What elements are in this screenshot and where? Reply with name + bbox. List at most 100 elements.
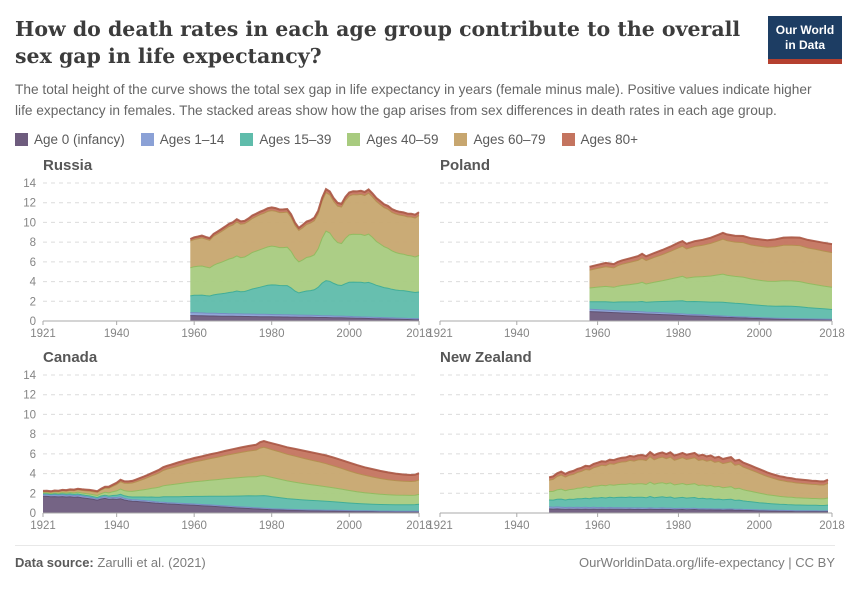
area-outline-ages-15-39 (549, 496, 829, 507)
legend-item-ages-80[interactable]: Ages 80+ (561, 132, 638, 148)
chart-canvas-poland: 1921 1940 1960 1980 2000 2018 (427, 182, 845, 340)
x-tick-label: 1980 (259, 328, 285, 340)
area-ages-15-39 (190, 280, 419, 319)
area-outline-ages-1-14 (190, 312, 419, 320)
area-outline-ages-40-59 (190, 230, 420, 269)
legend-label: Age 0 (infancy) (34, 132, 125, 148)
area-age-0-infancy (43, 496, 419, 514)
area-ages-15-39 (589, 300, 832, 320)
y-tick-label: 8 (30, 429, 36, 441)
area-outline-age-0-infancy (42, 495, 419, 513)
legend-label: Ages 40–59 (366, 132, 439, 148)
y-tick-label: 6 (30, 449, 36, 461)
legend-swatch-ages-80 (561, 133, 575, 147)
area-ages-60-79 (549, 456, 828, 499)
area-outline-ages-80 (548, 450, 829, 483)
x-tick-label: 2018 (406, 328, 432, 340)
area-outline-ages-40-59 (589, 273, 833, 289)
legend-item-age-0-infancy[interactable]: Age 0 (infancy) (15, 132, 125, 147)
y-tick-label: 8 (30, 237, 36, 249)
header: How do death rates in each age group con… (15, 16, 842, 121)
footer: Data source: Zarulli et al. (2021) OurWo… (15, 545, 835, 570)
legend-swatch-ages-40-59 (347, 133, 361, 147)
chart-canvas-new-zealand: 1921 1940 1960 1980 2000 2018 (427, 374, 845, 532)
area-ages-60-79 (190, 192, 419, 269)
x-tick-label: 1960 (585, 328, 611, 340)
x-tick-label: 2000 (336, 520, 362, 532)
area-age-0-infancy (549, 509, 828, 514)
owid-logo[interactable]: Our World in Data (768, 16, 842, 64)
chart-canvas-canada: 1921 1940 1960 1980 2000 2018 0 2 4 6 8 10 12 14 (23, 370, 432, 532)
area-outline-ages-80 (189, 187, 420, 241)
area-outline-ages-60-79 (42, 446, 420, 494)
area-outline-ages-15-39 (190, 280, 420, 297)
x-tick-label: 1921 (30, 520, 56, 532)
chart-panel-new-zealand: New Zealand 1921 1940 1960 1980 2000 2018 (427, 349, 845, 535)
area-outline-age-0-infancy (190, 315, 419, 321)
x-tick-label: 1960 (181, 520, 207, 532)
y-tick-label: 14 (23, 370, 36, 382)
y-tick-label: 12 (23, 390, 36, 402)
chart-canvas-russia: 1921 1940 1960 1980 2000 2018 0 2 4 6 8 10 12 14 (23, 178, 432, 340)
chart-title-new-zealand: New Zealand (440, 349, 532, 367)
x-tick-label: 1940 (504, 328, 530, 340)
x-tick-label: 1960 (585, 520, 611, 532)
chart-panel-canada: Canada 1921 1940 1960 1980 2000 2018 0 2 4 6 8 10 12 1… (15, 349, 432, 535)
legend-label: Ages 15–39 (259, 132, 332, 148)
x-tick-label: 1921 (30, 328, 56, 340)
area-ages-15-39 (43, 493, 419, 512)
chart-panel-poland: Poland 1921 1940 1960 1980 2000 2018 (427, 157, 845, 343)
x-tick-label: 1980 (259, 520, 285, 532)
footer-credit-link[interactable]: OurWorldinData.org/life-expectancy | CC … (578, 555, 835, 571)
area-outline-age-0-infancy (589, 311, 833, 321)
x-tick-label: 2018 (406, 520, 432, 532)
area-outline-ages-15-39 (589, 300, 833, 311)
y-tick-label: 0 (30, 508, 36, 520)
area-outline-ages-80 (589, 231, 833, 268)
legend-item-ages-40-59[interactable]: Ages 40–59 (347, 132, 438, 147)
legend-swatch-ages-60-79 (454, 133, 468, 147)
chart-panel-russia: Russia 1921 1940 1960 1980 2000 2018 0 2 4 6 8 10 12 1… (15, 157, 432, 343)
x-tick-label: 1940 (504, 520, 530, 532)
area-outline-ages-80 (42, 440, 420, 493)
area-ages-60-79 (43, 447, 419, 496)
chart-title-canada: Canada (43, 349, 98, 367)
y-tick-label: 2 (30, 488, 36, 500)
x-tick-label: 1921 (427, 328, 453, 340)
legend-swatch-ages-15-39 (240, 133, 254, 147)
legend-label: Ages 1–14 (159, 132, 225, 148)
page-title: How do death rates in each age group con… (15, 17, 741, 69)
area-ages-80 (589, 232, 832, 271)
area-outline-ages-1-14 (549, 506, 829, 512)
area-ages-40-59 (43, 475, 419, 505)
charts-grid: Russia 1921 1940 1960 1980 2000 2018 0 2 4 6 8 10 12 1… (15, 157, 845, 535)
legend: Age 0 (infancy) Ages 1–14 Ages 15–39 Ages 4… (15, 132, 835, 147)
y-tick-label: 12 (23, 198, 36, 210)
legend-item-ages-15-39[interactable]: Ages 15–39 (240, 132, 331, 147)
area-outline-ages-1-14 (589, 308, 833, 320)
legend-label: Ages 60–79 (473, 132, 546, 148)
legend-label: Ages 80+ (580, 132, 638, 148)
y-tick-label: 14 (23, 178, 36, 190)
legend-swatch-ages-1-14 (140, 133, 154, 147)
chart-subtitle: The total height of the curve shows the … (15, 82, 812, 118)
y-tick-label: 6 (30, 257, 36, 269)
area-ages-60-79 (589, 239, 832, 289)
area-outline-ages-60-79 (548, 456, 829, 486)
legend-item-ages-60-79[interactable]: Ages 60–79 (454, 132, 546, 148)
x-tick-label: 1940 (104, 520, 130, 532)
area-ages-40-59 (190, 231, 419, 297)
x-tick-label: 2000 (746, 328, 772, 340)
x-tick-label: 1921 (427, 520, 453, 532)
y-tick-label: 2 (30, 296, 36, 308)
legend-swatch-age-0-infancy (15, 133, 28, 147)
owid-logo-line1: Our World (775, 23, 835, 37)
legend-item-ages-1-14[interactable]: Ages 1–14 (140, 132, 225, 148)
data-source-value: Zarulli et al. (2021) (97, 555, 206, 571)
area-outline-age-0-infancy (549, 508, 829, 513)
x-tick-label: 2018 (819, 328, 845, 340)
data-source: Data source: Zarulli et al. (2021) (15, 555, 206, 570)
y-tick-label: 10 (23, 410, 36, 422)
area-outline-ages-15-39 (42, 493, 420, 506)
area-outline-ages-40-59 (43, 475, 420, 497)
